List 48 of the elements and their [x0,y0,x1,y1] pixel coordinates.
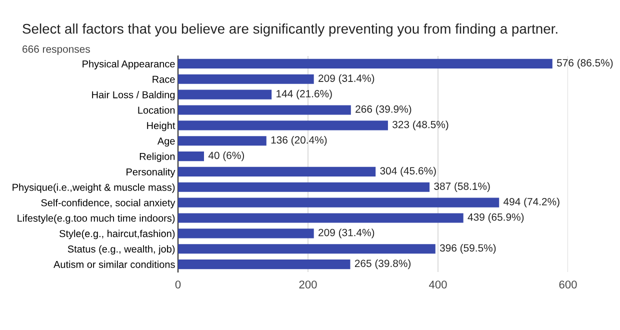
data-label: 265 (39.8%) [354,259,411,270]
y-tick-label: Physical Appearance [82,60,175,70]
data-label: 40 (6%) [208,151,244,162]
chart-title: Select all factors that you believe are significantly preventing you from finding a partner. [22,24,558,36]
data-label: 576 (86.5%) [556,58,613,69]
bar [178,182,430,192]
data-label: 494 (74.2%) [504,198,560,208]
y-tick-label: Status (e.g., wealth, job) [68,245,175,255]
y-tick-label: Age [157,138,175,147]
bar [178,136,266,146]
y-tick-label: Location [138,106,175,114]
bar [178,120,388,130]
bar [178,244,436,254]
data-label: 439 (65.9%) [468,213,524,223]
y-tick-label: Personality [126,168,176,178]
bar [178,213,464,223]
data-label: 209 (31.4%) [318,74,374,84]
y-tick-label: Style(e.g., haircut,fashion) [60,230,175,240]
data-label: 304 (45.6%) [380,166,436,177]
bar [178,58,552,68]
x-tick-label: 200 [299,280,317,288]
y-tick-label: Autism or similar conditions [54,260,175,268]
y-tick-label: Race [152,76,175,83]
bar [178,152,204,162]
x-tick-label: 400 [428,280,447,288]
data-label: 387 (58.1%) [434,182,490,192]
bar [178,105,351,115]
y-tick-label: Self-confidence, social anxiety [41,198,176,208]
text: 666 responses [22,45,90,55]
y-tick-label: Height [147,122,176,132]
data-label: 136 (20.4%) [271,136,327,146]
data-label: 209 (31.4%) [318,228,374,238]
y-tick-label: Religion [140,152,175,162]
bar [178,260,350,270]
data-label: 323 (48.5%) [392,120,448,130]
x-tick-label: 0 [175,280,181,288]
y-tick-label: Hair Loss / Balding [92,90,175,100]
x-tick-label: 600 [559,280,577,288]
data-label: 144 (21.6%) [276,90,332,100]
bar [178,198,500,208]
bar [178,90,272,100]
data-label: 396 (59.5%) [440,244,496,254]
bar [178,166,376,176]
y-tick-label: Lifestyle(e.g.too much time indoors) [18,214,175,224]
y-tick-label: Physique(i.e.,weight & muscle mass) [12,184,175,193]
data-label: 266 (39.9%) [356,105,412,115]
bar [178,74,314,84]
bar [178,228,314,238]
